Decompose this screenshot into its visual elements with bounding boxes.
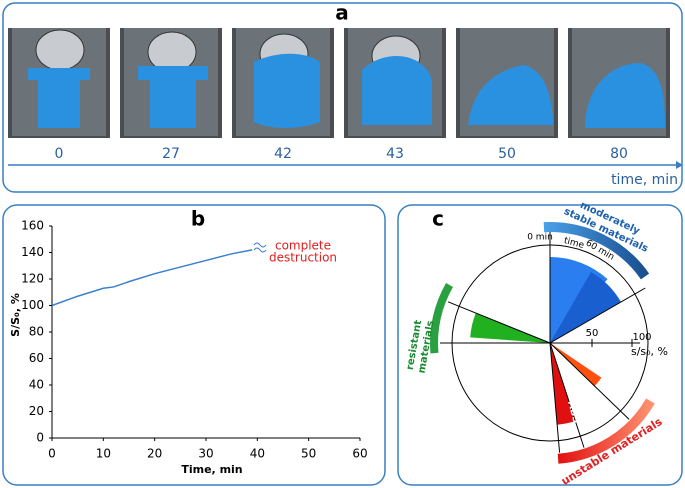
sample — [254, 53, 320, 128]
photo — [232, 28, 334, 138]
y-tick-label: 20 — [29, 404, 44, 418]
y-tick-label: 100 — [21, 298, 44, 312]
y-tick-label: 140 — [21, 245, 44, 259]
y-tick-label: 160 — [21, 219, 44, 233]
sample — [28, 68, 90, 128]
break-mark — [253, 242, 267, 253]
time-label: 0 — [55, 146, 64, 162]
y-tick-label: 40 — [29, 378, 44, 392]
y-tick-label: 80 — [29, 325, 44, 339]
label: time — [563, 236, 586, 251]
label: 0 min — [527, 233, 553, 243]
y-tick-label: 0 — [36, 431, 44, 445]
time-label: 27 — [162, 146, 180, 162]
photo — [8, 28, 110, 138]
label: 50 — [586, 328, 599, 339]
unstable-arc — [557, 398, 655, 464]
panel-a-frame — [2, 2, 683, 193]
sector — [550, 271, 622, 343]
label: c — [432, 207, 444, 231]
sector — [470, 313, 550, 343]
time-label: 80 — [610, 146, 628, 162]
photos: 0 27 42 43 50 80 — [8, 28, 670, 162]
annotation: complete — [275, 239, 331, 253]
label: 100 — [632, 332, 651, 343]
sector — [550, 343, 602, 387]
x-axis-label: Time, min — [181, 463, 242, 476]
moderate-arc — [543, 222, 650, 280]
ray — [549, 287, 646, 344]
x-tick-label: 0 — [48, 447, 56, 461]
ray — [549, 342, 630, 420]
arrow-head — [676, 161, 683, 169]
x-tick-label: 20 — [147, 447, 162, 461]
x-tick-label: 50 — [301, 447, 316, 461]
ray — [447, 301, 551, 344]
label: s/s₀, % — [631, 345, 668, 358]
photo — [344, 28, 446, 138]
y-tick-label: 60 — [29, 351, 44, 365]
photo — [456, 28, 558, 138]
ray — [549, 342, 585, 448]
ray — [549, 342, 561, 453]
axis-label: time, min — [611, 172, 678, 188]
ball — [35, 29, 85, 71]
sample — [468, 65, 553, 125]
time-label: 50 — [498, 146, 516, 162]
resistant-arc — [430, 283, 454, 354]
annotation: destruction — [269, 251, 337, 265]
time-label: 43 — [386, 146, 404, 162]
x-tick-label: 60 — [352, 447, 367, 461]
panel-c-frame — [397, 204, 683, 486]
sample — [138, 66, 208, 128]
x-tick-label: 30 — [198, 447, 213, 461]
photo — [120, 28, 222, 138]
time-label: 42 — [274, 146, 292, 162]
line — [51, 249, 253, 307]
panel-label: a — [335, 1, 349, 25]
panel-b-frame — [2, 204, 386, 486]
y-tick-label: 120 — [21, 272, 44, 286]
x-tick-label: 40 — [250, 447, 265, 461]
sample — [585, 63, 665, 128]
sample — [362, 56, 432, 125]
panel-label: b — [191, 207, 205, 231]
chart-b: 0 20 40 60 80 100 120 140 160 0 10 20 30 40 50 60 b Time,… — [9, 207, 368, 477]
photo — [568, 28, 670, 138]
y-axis-label: S/S₀, % — [9, 293, 22, 337]
x-tick-label: 10 — [96, 447, 111, 461]
